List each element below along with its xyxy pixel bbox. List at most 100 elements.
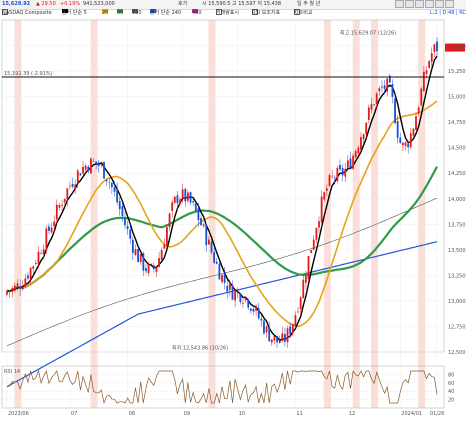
candle-body bbox=[249, 308, 252, 311]
toolbar-button-5[interactable] bbox=[435, 0, 444, 8]
ma120-line bbox=[6, 197, 438, 347]
candle-body bbox=[192, 201, 195, 203]
candle-body bbox=[339, 164, 341, 170]
candle-body bbox=[187, 192, 189, 201]
period-label: 일 주 월 년 bbox=[297, 1, 321, 7]
candle-body bbox=[69, 185, 71, 187]
candle-body bbox=[273, 336, 276, 341]
candle-body bbox=[302, 279, 305, 298]
candle-body bbox=[409, 133, 412, 148]
candle-body bbox=[142, 253, 145, 271]
candle-body bbox=[139, 254, 142, 262]
low-annotation: 최저 12,543.86 (10/26) bbox=[172, 345, 228, 352]
candle-body bbox=[239, 293, 242, 303]
candle-body bbox=[417, 107, 420, 114]
change-pct-readout: +0.19% bbox=[60, 1, 81, 7]
candle-body bbox=[166, 227, 168, 246]
highlight-band-4 bbox=[352, 20, 360, 408]
candle-body bbox=[318, 221, 320, 228]
ma5-line bbox=[6, 55, 438, 342]
candle-body bbox=[48, 226, 50, 231]
candle-body bbox=[289, 326, 292, 334]
candle-body bbox=[242, 302, 244, 304]
candle-body bbox=[341, 168, 344, 176]
candle-body bbox=[207, 239, 210, 245]
toolbar-button-4[interactable] bbox=[425, 0, 434, 8]
candle-body bbox=[381, 86, 383, 88]
candle-body bbox=[63, 198, 66, 203]
chart-axes: 15,500 15,250 15,000 14,750 14,500 14,250 14,0… bbox=[8, 44, 466, 417]
candle-body bbox=[74, 184, 77, 189]
candle-body bbox=[268, 326, 271, 342]
candle-body bbox=[328, 175, 331, 186]
candle-body bbox=[145, 268, 147, 272]
toolbar-button-6[interactable] bbox=[445, 0, 454, 8]
window-buttons bbox=[394, 0, 454, 10]
candle-body bbox=[76, 170, 79, 183]
rsi-panel: 80 60 40 20 RSI 14 bbox=[2, 369, 454, 405]
highlight-band-3 bbox=[323, 20, 331, 408]
candle-body bbox=[291, 323, 294, 334]
toolbar-button-3[interactable] bbox=[415, 0, 424, 8]
date-tick-label: 08 bbox=[129, 411, 135, 417]
toolbar-button-1[interactable] bbox=[395, 0, 404, 8]
candle-body bbox=[61, 204, 63, 206]
candle-body bbox=[118, 200, 121, 210]
candle-body bbox=[370, 104, 373, 110]
rsi-label: RSI 14 bbox=[4, 369, 20, 375]
candle-body bbox=[197, 208, 200, 221]
rsi-plot-frame bbox=[1, 365, 445, 409]
candle-body bbox=[325, 188, 328, 191]
candle-body bbox=[391, 83, 394, 97]
candle-body bbox=[281, 333, 284, 342]
candle-body bbox=[163, 244, 166, 249]
candle-body bbox=[399, 137, 402, 144]
candle-body bbox=[422, 71, 425, 92]
candle-body bbox=[388, 75, 391, 83]
candle-body bbox=[265, 326, 268, 333]
candle-body bbox=[95, 161, 98, 164]
candle-body bbox=[234, 291, 237, 301]
candle-body bbox=[131, 239, 134, 253]
candle-body bbox=[42, 249, 45, 255]
candle-body bbox=[412, 128, 415, 136]
candle-body bbox=[210, 241, 213, 253]
candle-body bbox=[105, 179, 108, 182]
price-tick-label: 15,000 bbox=[448, 95, 466, 101]
quote-mode-button[interactable]: 호가 bbox=[178, 1, 188, 7]
candle-body bbox=[110, 182, 113, 188]
chart-status-label: L:2 | D:48 | RC:+0 | 1 bbox=[430, 10, 466, 16]
candle-body bbox=[430, 53, 433, 62]
symbol-checkbox[interactable] bbox=[2, 9, 8, 15]
toolbar-button-2[interactable] bbox=[405, 0, 414, 8]
candle-body bbox=[171, 202, 174, 211]
highlight-band-0 bbox=[14, 20, 22, 408]
candle-body bbox=[407, 143, 410, 148]
candle-body bbox=[386, 78, 389, 92]
candle-body bbox=[394, 98, 396, 124]
candle-body bbox=[184, 188, 187, 202]
candle-body bbox=[205, 225, 208, 246]
ohlc-readout: 시 15,590.5 고 15,597 저 15,438 bbox=[202, 1, 282, 7]
candle-body bbox=[213, 252, 216, 263]
candle-body bbox=[352, 155, 354, 169]
candle-body bbox=[425, 70, 428, 75]
ma60-line bbox=[6, 166, 438, 293]
candle-body bbox=[155, 267, 158, 272]
candle-body bbox=[34, 263, 37, 264]
rsi-tick-label: 20 bbox=[448, 398, 454, 404]
candle-body bbox=[236, 292, 239, 294]
candle-body bbox=[92, 160, 95, 162]
price-tick-label: 12,750 bbox=[448, 324, 466, 330]
candle-body bbox=[11, 288, 14, 292]
price-tick-label: 13,500 bbox=[448, 248, 466, 254]
price-tick-label: 13,000 bbox=[448, 299, 466, 305]
candle-body bbox=[13, 285, 16, 291]
candle-body bbox=[218, 263, 221, 280]
reference-line-label: 15,192.39 (-2.91%) bbox=[4, 71, 53, 77]
candle-body bbox=[147, 264, 150, 274]
candle-body bbox=[129, 229, 132, 239]
candle-body bbox=[228, 283, 231, 290]
candle-body bbox=[200, 217, 202, 226]
